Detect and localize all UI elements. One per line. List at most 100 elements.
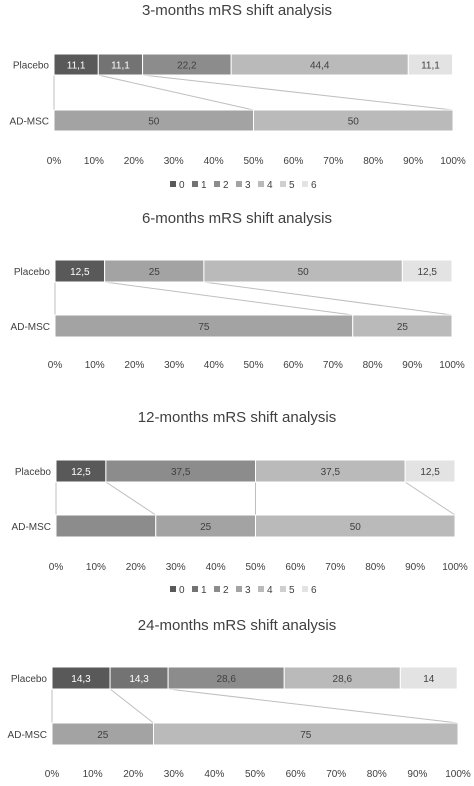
x-tick-label: 70% [326, 769, 346, 780]
x-tick-label: 60% [283, 156, 303, 167]
x-tick-label: 90% [402, 360, 422, 371]
chart-title: 3-months mRS shift analysis [141, 2, 333, 19]
x-tick-label: 20% [124, 156, 144, 167]
x-tick-label: 100% [439, 360, 465, 371]
legend-swatch-4 [258, 586, 264, 592]
bar-segment-placebo-6 [407, 53, 454, 76]
x-tick-label: 20% [126, 562, 146, 573]
chart-panel-6-months: 6-months mRS shift analysis Placebo AD-MS… [0, 210, 474, 380]
legend-swatch-5 [280, 586, 286, 592]
legend-label: 6 [311, 585, 317, 596]
data-label: 50 [298, 267, 310, 278]
legend-swatch-0 [170, 181, 176, 187]
data-label: 37,5 [171, 467, 191, 478]
x-tick-label: 70% [323, 156, 343, 167]
connector-line [105, 481, 157, 516]
legend-swatch-5 [280, 181, 286, 187]
legend-swatch-1 [192, 181, 198, 187]
bar-segment-placebo-6 [401, 259, 453, 283]
x-tick-label: 50% [243, 156, 263, 167]
x-tick-label: 20% [124, 360, 144, 371]
x-tick-label: 100% [440, 156, 466, 167]
legend-label: 3 [245, 180, 251, 191]
category-label: AD-MSC [12, 522, 51, 533]
connector-line [104, 281, 353, 316]
data-label: 11,1 [111, 61, 130, 72]
bar-segment-placebo-6 [404, 459, 456, 483]
data-label: 12,5 [70, 267, 90, 278]
data-label: 50 [350, 522, 362, 533]
chart-title: 12-months mRS shift analysis [137, 409, 337, 426]
chart-title: 6-months mRS shift analysis [141, 210, 333, 227]
legend-swatch-3 [236, 586, 242, 592]
legend-label: 4 [267, 585, 273, 596]
data-label: 22,2 [177, 61, 197, 72]
x-tick-label: 60% [285, 562, 305, 573]
x-tick-label: 0% [45, 769, 60, 780]
data-label: 25 [397, 322, 409, 333]
legend-label: 0 [179, 585, 185, 596]
x-tick-label: 70% [323, 360, 343, 371]
bar-segment-placebo-6 [399, 666, 458, 690]
data-label: 14,3 [71, 674, 91, 685]
x-tick-label: 50% [245, 769, 265, 780]
legend-swatch-4 [258, 181, 264, 187]
x-tick-label: 30% [164, 156, 184, 167]
connector-line [168, 688, 459, 724]
category-label: Placebo [11, 674, 48, 685]
legend-swatch-0 [170, 586, 176, 592]
x-tick-label: 10% [83, 769, 103, 780]
data-label: 75 [300, 730, 312, 741]
category-label: AD-MSC [10, 117, 49, 128]
legend-swatch-6 [302, 181, 308, 187]
legend-label: 1 [201, 180, 207, 191]
x-tick-label: 60% [283, 360, 303, 371]
legend-swatch-2 [214, 586, 220, 592]
x-tick-label: 40% [204, 156, 224, 167]
x-tick-label: 40% [204, 769, 224, 780]
x-tick-label: 100% [445, 769, 471, 780]
category-label: Placebo [15, 467, 52, 478]
legend-label: 1 [201, 585, 207, 596]
data-label: 12,5 [420, 467, 440, 478]
x-tick-label: 0% [47, 156, 62, 167]
x-tick-label: 30% [164, 360, 184, 371]
x-tick-label: 80% [365, 562, 385, 573]
legend-swatch-3 [236, 181, 242, 187]
category-label: AD-MSC [8, 730, 47, 741]
data-label: 12,5 [71, 467, 91, 478]
data-label: 25 [149, 267, 161, 278]
x-tick-label: 90% [407, 769, 427, 780]
bar-segment-ad-msc-4 [253, 109, 454, 132]
x-tick-label: 80% [363, 156, 383, 167]
chart-svg: Placebo AD-MSC 12,5 25 50 12,5 75 25 0% 10% 20% 30%… [11, 259, 465, 371]
bar-segment-ad-msc-4 [255, 514, 456, 538]
connector-line [404, 481, 456, 516]
x-tick-label: 10% [85, 360, 105, 371]
chart-panel-24-months: 24-months mRS shift analysis Placebo AD-M… [0, 617, 474, 786]
category-label: Placebo [14, 267, 51, 278]
legend-label: 3 [245, 585, 251, 596]
data-label: 12,5 [417, 267, 437, 278]
x-tick-label: 60% [286, 769, 306, 780]
legend-swatch-1 [192, 586, 198, 592]
x-tick-label: 10% [84, 156, 104, 167]
category-label: AD-MSC [11, 322, 50, 333]
legend-label: 2 [223, 180, 229, 191]
legend-swatch-2 [214, 181, 220, 187]
x-tick-label: 90% [403, 156, 423, 167]
connector-line [109, 688, 154, 724]
connector-line [142, 74, 454, 111]
connector-line [98, 74, 254, 111]
x-tick-label: 30% [166, 562, 186, 573]
data-label: 50 [348, 117, 360, 128]
data-label: 14 [423, 674, 435, 685]
legend-label: 4 [267, 180, 273, 191]
data-label: 28,6 [216, 674, 236, 685]
data-label: 14,3 [129, 674, 149, 685]
x-tick-label: 30% [164, 769, 184, 780]
bar-segment-ad-msc-2 [55, 514, 157, 538]
